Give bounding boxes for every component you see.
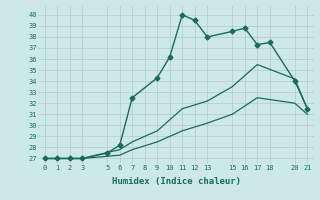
X-axis label: Humidex (Indice chaleur): Humidex (Indice chaleur) [111, 177, 241, 186]
